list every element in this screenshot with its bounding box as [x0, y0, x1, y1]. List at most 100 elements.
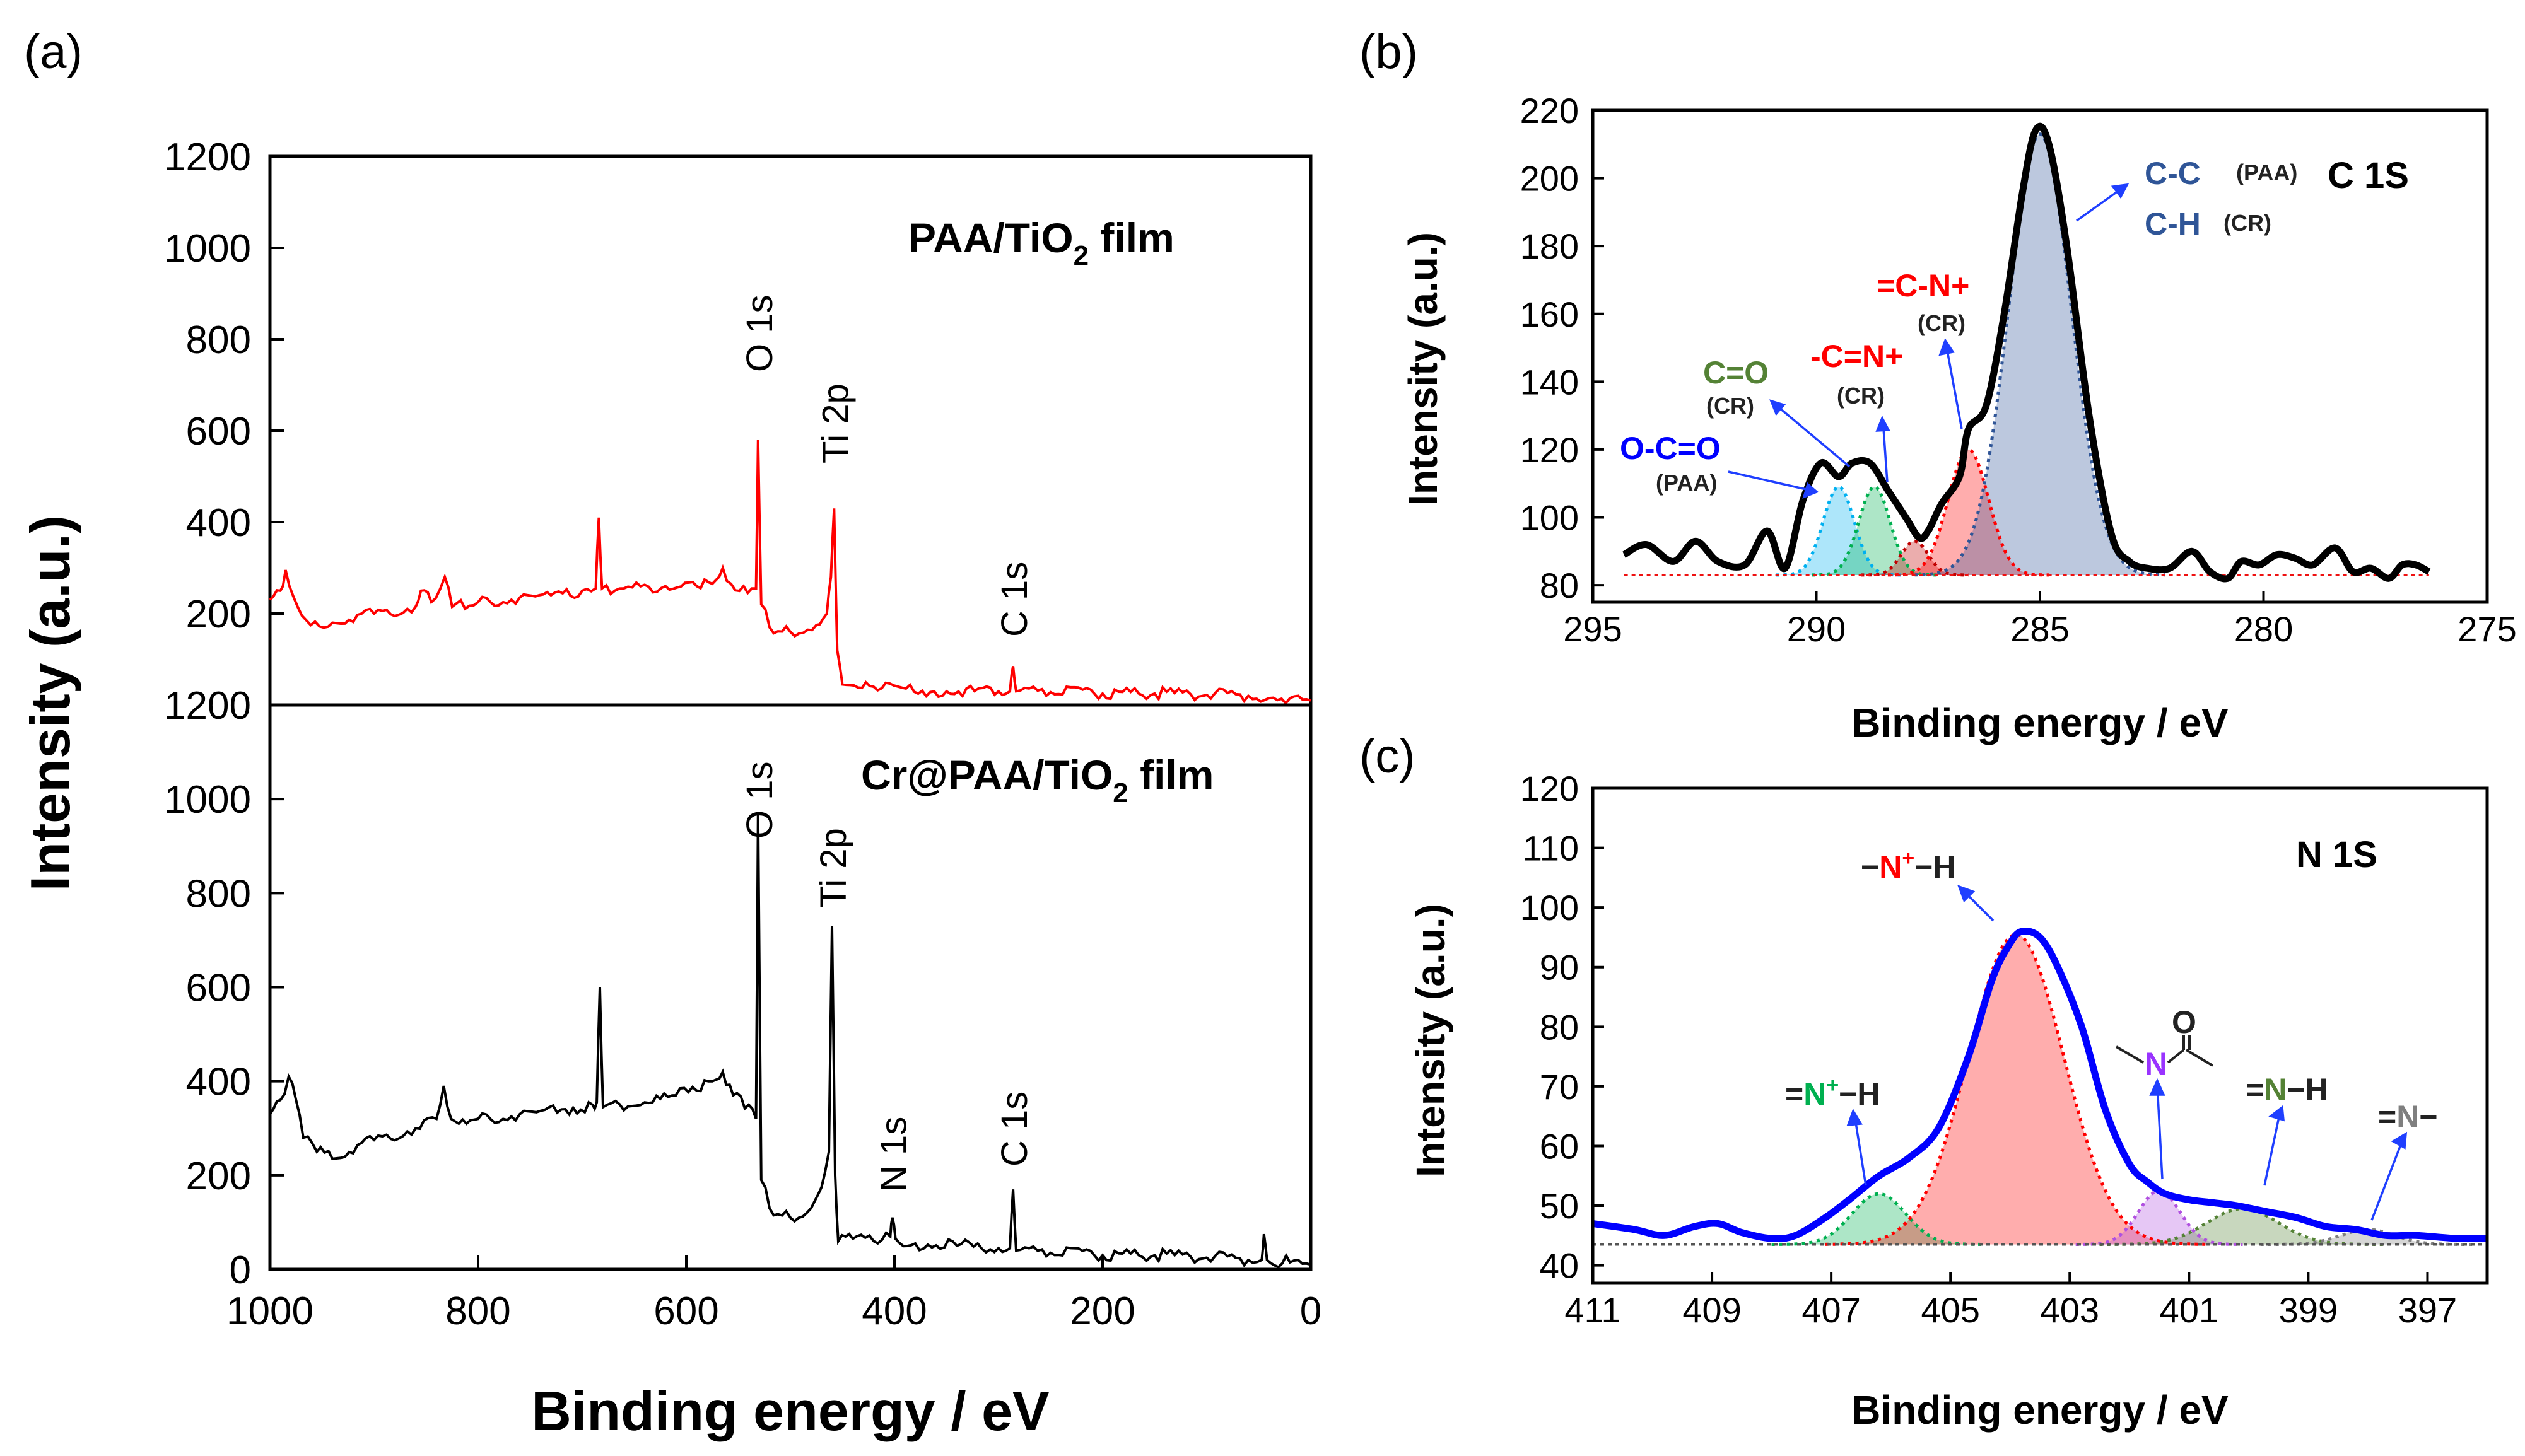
annotation-c-n-plus-sub: (CR): [1837, 383, 1885, 409]
arrow-eq-n-plus-h-head: [1846, 1108, 1863, 1127]
panel-a-bottom-y-tick-label: 600: [186, 967, 251, 1010]
panel-a-top-series-line: [269, 440, 1311, 706]
panel-a-bottom-y-tick-label: 1000: [164, 778, 251, 822]
panel-c-y-tick-label: 110: [1523, 829, 1579, 868]
panel-a-bottom-series-line: [269, 813, 1311, 1269]
panel-a-bottom-y-tick-label: 1200: [164, 684, 251, 728]
annotation-c-h-label: C-H: [2145, 206, 2201, 242]
arrow-o-c-o-head: [1802, 482, 1819, 499]
panel-a-x-tick-label: 1000: [226, 1290, 313, 1333]
annotation-eq-n-plus-h: =N+−H: [1785, 1073, 1880, 1112]
panel-b-title: C 1S: [2328, 155, 2409, 196]
panel-a-bottom-peak-label: N 1s: [874, 1117, 915, 1192]
arrow-c-n-plus-head: [1875, 415, 1890, 432]
panel-b-y-tick-label: 160: [1520, 294, 1579, 334]
panel-a-top-peak-label: Ti 2p: [815, 383, 856, 463]
panel-c-y-tick-label: 50: [1540, 1186, 1579, 1226]
panel-a-top-y-tick-label: 1000: [164, 227, 251, 271]
panel-c-y-tick-label: 40: [1540, 1246, 1579, 1286]
panel-a-x-tick-label: 200: [1070, 1290, 1135, 1333]
panel-b-y-axis-label: Intensity (a.u.): [1400, 232, 1446, 506]
panel-a-bottom-peak-label: O 1s: [739, 762, 780, 839]
panel-c-y-tick-label: 70: [1540, 1067, 1579, 1107]
panel-a-top-peak-label: O 1s: [739, 295, 780, 373]
panel-b-component-fill: [1887, 449, 2049, 575]
arrow-n-plus-h-head: [1957, 885, 1976, 903]
arrow-eq-n-h: [2263, 1110, 2282, 1186]
annotation-c-o: C=O (CR): [1703, 355, 1769, 419]
panel-b-component-fill: [1812, 487, 1937, 575]
panel-c-x-tick-label: 397: [2398, 1290, 2457, 1330]
panel-c-plot: 411 409 407 405 403 401 399 397 40 50 60 70 80 90 100 1…: [1520, 769, 2489, 1330]
panel-b-plot: 295 290 285 280 275 80 100 120 140 160 180 200 220 C…: [1520, 91, 2517, 649]
panel-c-title: N 1S: [2296, 834, 2377, 875]
panel-a-top-y-tick-label: 1200: [164, 136, 251, 179]
panel-b-x-tick-label: 275: [2458, 609, 2516, 649]
panel-c-label: (c): [1359, 730, 1415, 783]
panel-c-envelope-line: [1592, 927, 2488, 1242]
panel-a-top-title: PAA/TiO2 film: [908, 214, 1175, 271]
panel-b-component-curve: [1914, 132, 2165, 577]
panel-a-bottom-plot: 0 200 400 600 800 1000 1200 Cr@PAA/TiO2 film O…: [164, 684, 1313, 1292]
annotation-n-plus-h: −N+−H: [1861, 846, 1955, 885]
panel-b-component-curve: [1861, 539, 1969, 577]
arrow-eq-n-head: [2391, 1131, 2408, 1150]
arrow-eq-n-plus-h: [1853, 1114, 1867, 1186]
panel-c-annotation-arrows: [1846, 885, 2408, 1221]
panel-b-component-fill: [1861, 541, 1969, 575]
panel-b-x-tick-label: 285: [2010, 609, 2069, 649]
panel-c-y-tick-label: 120: [1520, 769, 1579, 808]
arrow-c-o: [1770, 400, 1851, 468]
amide-bond-nc: [2167, 1049, 2185, 1064]
arrow-amide: [2156, 1084, 2164, 1180]
annotation-eq-n-h: =N−H: [2246, 1072, 2328, 1107]
panel-a-x-tick-label: 800: [445, 1290, 510, 1333]
panel-c-x-axis-label: Binding energy / eV: [1851, 1387, 2229, 1433]
arrow-c-c-head: [2111, 183, 2130, 199]
amide-bonds: [2115, 1035, 2214, 1067]
panel-b-component-fill: [1914, 134, 2165, 575]
annotation-c-o-label: C=O: [1703, 355, 1769, 390]
annotation-o-c-o: O-C=O (PAA): [1620, 431, 1721, 496]
arrow-amide-head: [2149, 1078, 2165, 1096]
panel-c-x-tick-label: 407: [1801, 1290, 1860, 1330]
annotation-eq-n: =N−: [2378, 1099, 2438, 1134]
annotation-c-n-plus: -C=N+ (CR): [1810, 339, 1903, 409]
panel-b-x-axis-label: Binding energy / eV: [1851, 700, 2229, 745]
panel-c-x-tick-label: 411: [1564, 1290, 1620, 1330]
panel-a-bottom-peak-label: Ti 2p: [813, 828, 854, 908]
panel-a-bottom-y-tick-label: 400: [186, 1061, 251, 1104]
arrow-eq-n: [2370, 1138, 2405, 1221]
annotation-c-n-plus-label: -C=N+: [1810, 339, 1903, 374]
arrow-c-c: [2075, 187, 2124, 222]
panel-c-component-curve: [1771, 1192, 1986, 1246]
panel-b-y-tick-label: 140: [1520, 362, 1579, 402]
annotation-c-h-sub: (CR): [2223, 210, 2271, 236]
panel-b-y-tick-label: 180: [1520, 226, 1579, 266]
amide-bond-left: [2115, 1045, 2145, 1064]
panel-a-bottom-peak-label: C 1s: [994, 1092, 1035, 1167]
annotation-amide-n: N: [2145, 1046, 2167, 1081]
panel-a-x-tick-label: 0: [1300, 1290, 1321, 1333]
panel-c-y-tick-label: 100: [1520, 888, 1579, 928]
panel-c-component-curve: [1825, 933, 2207, 1246]
panel-c-y-tick-label: 90: [1540, 948, 1579, 987]
annotation-o-c-o-sub: (PAA): [1656, 470, 1717, 496]
panel-c-component-fill: [1771, 1194, 1986, 1245]
panel-c-y-tick-label: 60: [1540, 1126, 1579, 1166]
panel-b-y-tick-label: 100: [1520, 498, 1579, 538]
panel-b-y-tick-label: 120: [1520, 430, 1579, 470]
panel-b-x-tick-label: 290: [1787, 609, 1846, 649]
arrow-c-o-head: [1769, 399, 1786, 416]
panel-a-top-plot: 200 400 600 800 1000 1200 PAA/TiO2 film O 1s T…: [164, 136, 1313, 707]
panel-a-top-y-tick-label: 200: [186, 593, 251, 636]
panel-a-x-tick-label: 600: [653, 1290, 718, 1333]
arrow-eq-c-n-plus-head: [1938, 338, 1955, 356]
panel-b-label: (b): [1359, 25, 1418, 79]
panel-c-y-tick-label: 80: [1540, 1007, 1579, 1047]
panel-a-top-peak-label: C 1s: [994, 562, 1035, 637]
panel-a-label: (a): [24, 25, 83, 79]
annotation-c-c-label: C-C: [2145, 156, 2201, 191]
panel-a-top-y-tick-label: 400: [186, 501, 251, 545]
annotation-eq-c-n-plus: =C-N+ (CR): [1877, 268, 1969, 336]
